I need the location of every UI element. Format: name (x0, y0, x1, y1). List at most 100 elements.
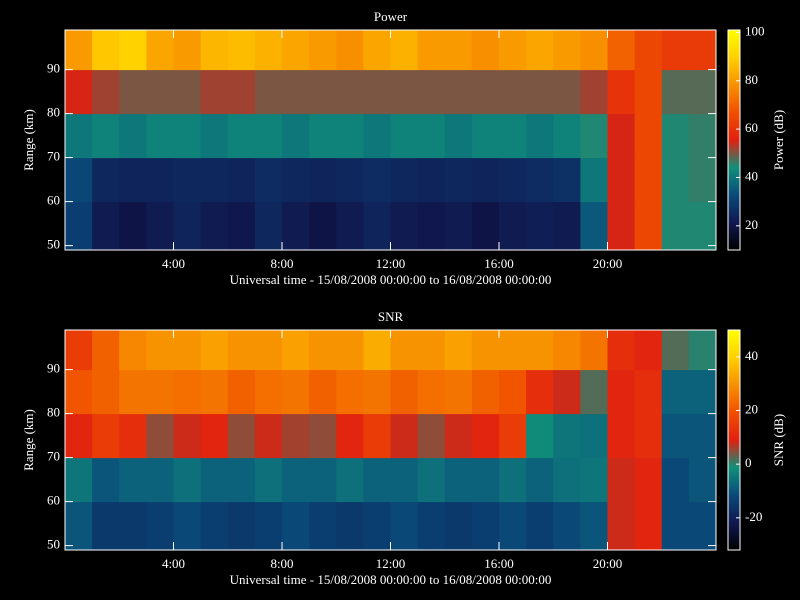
heatmap-cell (363, 30, 391, 71)
heatmap-cell (526, 369, 554, 415)
heatmap-cell (200, 30, 229, 71)
heatmap-cell (65, 457, 93, 503)
heatmap-cell (580, 201, 608, 251)
heatmap-cell (634, 369, 663, 415)
heatmap-cell (92, 201, 120, 251)
heatmap-cell (336, 113, 364, 159)
heatmap-cell (65, 413, 93, 459)
heatmap-cell (417, 330, 446, 371)
heatmap-cell (309, 157, 337, 203)
colorbar-tick-label: -20 (745, 509, 762, 524)
heatmap-cell (688, 30, 717, 71)
heatmap-cell (688, 457, 717, 503)
heatmap-cell (200, 330, 229, 371)
heatmap-cell (634, 413, 663, 459)
heatmap-cell (227, 457, 256, 503)
heatmap-cell (254, 457, 283, 503)
heatmap-cell (336, 157, 364, 203)
heatmap-cell (227, 30, 256, 71)
heatmap-cell (499, 413, 527, 459)
y-tick-label: 50 (47, 237, 60, 252)
heatmap-cell (580, 69, 608, 115)
colorbar-tick-label: 100 (745, 23, 765, 38)
heatmap-cell (119, 157, 147, 203)
heatmap-cell (390, 69, 419, 115)
heatmap-cell (336, 457, 364, 503)
heatmap-cell (254, 69, 283, 115)
heatmap-cell (309, 501, 337, 551)
heatmap-cell (119, 457, 147, 503)
heatmap-cell (92, 113, 120, 159)
heatmap-cell (282, 30, 310, 71)
colorbar-label: SNR (dB) (771, 414, 786, 466)
heatmap-cell (227, 413, 256, 459)
heatmap-cell (417, 69, 446, 115)
heatmap-cell (607, 457, 636, 503)
heatmap-cell (634, 157, 663, 203)
heatmap-cell (499, 30, 527, 71)
y-tick-label: 60 (47, 493, 60, 508)
heatmap-cell (390, 413, 419, 459)
heatmap-cell (363, 201, 391, 251)
heatmap-cell (471, 30, 500, 71)
x-tick-label: 12:00 (376, 556, 406, 571)
heatmap-cell (173, 157, 202, 203)
heatmap-cell (607, 330, 636, 371)
x-tick-label: 4:00 (162, 556, 185, 571)
heatmap-cell (119, 330, 147, 371)
heatmap-cell (661, 30, 690, 71)
heatmap-cell (417, 457, 446, 503)
heatmap-cell (444, 113, 473, 159)
heatmap-cell (92, 30, 120, 71)
y-axis-label: Range (km) (21, 109, 36, 171)
x-tick-label: 20:00 (593, 556, 623, 571)
heatmap-cell (526, 113, 554, 159)
heatmap-cell (92, 330, 120, 371)
heatmap-cell (471, 157, 500, 203)
heatmap-cell (553, 30, 581, 71)
colorbar-tick-label: 40 (745, 168, 758, 183)
heatmap-cell (607, 157, 636, 203)
heatmap-cell (661, 201, 690, 251)
heatmap-cell (634, 457, 663, 503)
heatmap-cell (119, 413, 147, 459)
heatmap-cell (282, 201, 310, 251)
heatmap-cell (282, 69, 310, 115)
heatmap-cell (200, 501, 229, 551)
x-tick-label: 16:00 (484, 256, 514, 271)
y-tick-label: 50 (47, 537, 60, 552)
x-axis-label: Universal time - 15/08/2008 00:00:00 to … (230, 572, 552, 587)
y-tick-label: 80 (47, 105, 60, 120)
heatmap-cell (634, 201, 663, 251)
heatmap-cell (254, 113, 283, 159)
heatmap-cell (661, 113, 690, 159)
y-tick-label: 90 (47, 61, 60, 76)
heatmap-cell (607, 501, 636, 551)
heatmap-cell (92, 457, 120, 503)
heatmap-cell (417, 369, 446, 415)
x-tick-label: 16:00 (484, 556, 514, 571)
heatmap-cell (282, 113, 310, 159)
heatmap-cell (661, 69, 690, 115)
heatmap-cell (173, 30, 202, 71)
heatmap-cell (146, 30, 174, 71)
heatmap-cell (444, 413, 473, 459)
heatmap-cell (227, 330, 256, 371)
heatmap-cell (499, 457, 527, 503)
heatmap-cell (444, 157, 473, 203)
heatmap-cell (390, 369, 419, 415)
heatmap-cell (661, 330, 690, 371)
heatmap-cell (336, 69, 364, 115)
heatmap-cell (336, 330, 364, 371)
heatmap-cell (254, 157, 283, 203)
heatmap-cell (119, 201, 147, 251)
heatmap-cell (254, 30, 283, 71)
heatmap-cell (390, 457, 419, 503)
heatmap-cell (309, 201, 337, 251)
heatmap-cell (65, 69, 93, 115)
heatmap-cell (309, 413, 337, 459)
heatmap-cell (227, 501, 256, 551)
heatmap-cell (363, 413, 391, 459)
heatmap-cell (309, 369, 337, 415)
